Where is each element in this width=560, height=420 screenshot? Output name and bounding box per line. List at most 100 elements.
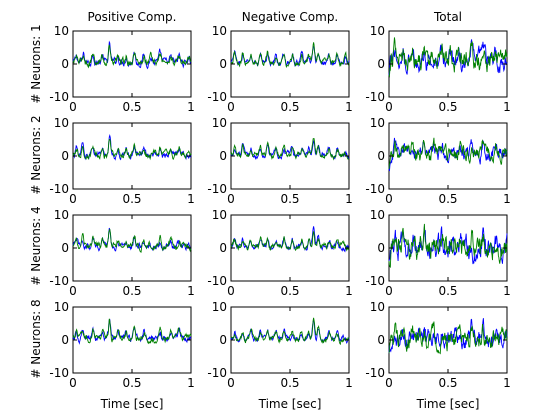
- series-line-green-r1-c1: [230, 138, 350, 161]
- x-tick-label-r3-c0-2: 1: [187, 376, 195, 390]
- x-tick-label-r1-c2-0: 0: [385, 192, 393, 206]
- x-tick-label-r0-c2-0: 0: [385, 100, 393, 114]
- x-tick-label-r2-c2-0: 0: [385, 284, 393, 298]
- y-tick-label-r3-c2-2: -10: [365, 366, 385, 380]
- x-tick-label-r2-c0-1: 0.5: [122, 284, 141, 298]
- y-tick-label-r3-c2-0: 10: [370, 300, 385, 314]
- x-tick-label-r1-c1-0: 0: [227, 192, 235, 206]
- y-tick-label-r3-c1-0: 10: [212, 300, 227, 314]
- panel-r1-c1: 100-100 0.5 1: [207, 116, 352, 206]
- row-label-2: # Neurons: 2: [29, 115, 43, 194]
- x-axis-label-total: Time [sec]: [416, 397, 480, 411]
- x-tick-label-r3-c2-2: 1: [503, 376, 511, 390]
- x-tick-label-r3-c0-1: 0.5: [122, 376, 141, 390]
- y-tick-label-r2-c0-2: -10: [49, 274, 69, 288]
- panel-r3-c2: 100-100 0.5 1: [365, 300, 510, 390]
- x-tick-label-r2-c2-2: 1: [503, 284, 511, 298]
- x-axis-label-negative: Time [sec]: [258, 397, 322, 411]
- x-tick-label-r2-c1-1: 0.5: [280, 284, 299, 298]
- series-line-green-r1-c0: [72, 138, 192, 161]
- column-title-total: Total: [433, 10, 462, 24]
- panel-r0-c0: 100-100 0.5 1: [49, 24, 194, 114]
- y-tick-label-r3-c0-1: 0: [61, 333, 69, 347]
- x-tick-label-r2-c2-1: 0.5: [438, 284, 457, 298]
- y-tick-label-r2-c0-0: 10: [54, 208, 69, 222]
- x-tick-label-r1-c0-2: 1: [187, 192, 195, 206]
- y-tick-label-r1-c1-1: 0: [219, 149, 227, 163]
- x-tick-label-r0-c1-0: 0: [227, 100, 235, 114]
- x-tick-label-r3-c2-1: 0.5: [438, 376, 457, 390]
- series-line-blue-r3-c2: [388, 318, 508, 354]
- series-line-blue-r1-c1: [230, 140, 350, 160]
- y-tick-label-r3-c0-0: 10: [54, 300, 69, 314]
- column-title-negative: Negative Comp.: [242, 10, 339, 24]
- x-tick-label-r1-c1-2: 1: [345, 192, 353, 206]
- x-tick-label-r1-c2-1: 0.5: [438, 192, 457, 206]
- y-tick-label-r1-c1-2: -10: [207, 182, 227, 196]
- y-tick-label-r1-c0-0: 10: [54, 116, 69, 130]
- panel-r3-c0: 100-100 0.5 1: [49, 300, 194, 390]
- row-label-8: # Neurons: 8: [29, 299, 43, 378]
- y-tick-label-r0-c2-0: 10: [370, 24, 385, 38]
- y-tick-label-r1-c2-0: 10: [370, 116, 385, 130]
- x-tick-label-r0-c0-0: 0: [69, 100, 77, 114]
- panel-r2-c1: 100-100 0.5 1: [207, 208, 352, 298]
- x-tick-label-r3-c1-0: 0: [227, 376, 235, 390]
- y-tick-label-r1-c1-0: 10: [212, 116, 227, 130]
- series-line-green-r0-c2: [388, 37, 508, 78]
- x-tick-label-r3-c2-0: 0: [385, 376, 393, 390]
- y-tick-label-r0-c1-2: -10: [207, 90, 227, 104]
- x-tick-label-r0-c2-1: 0.5: [438, 100, 457, 114]
- y-tick-label-r0-c0-2: -10: [49, 90, 69, 104]
- x-tick-label-r0-c1-1: 0.5: [280, 100, 299, 114]
- x-tick-label-r1-c0-1: 0.5: [122, 192, 141, 206]
- y-tick-label-r2-c0-1: 0: [61, 241, 69, 255]
- y-tick-label-r0-c1-0: 10: [212, 24, 227, 38]
- x-tick-label-r0-c2-2: 1: [503, 100, 511, 114]
- series-line-green-r0-c0: [72, 44, 192, 69]
- y-tick-label-r1-c0-2: -10: [49, 182, 69, 196]
- x-tick-label-r2-c0-2: 1: [187, 284, 195, 298]
- series-line-green-r1-c2: [388, 137, 508, 169]
- x-axis-label-positive: Time [sec]: [100, 397, 164, 411]
- panel-r2-c2: 100-100 0.5 1: [365, 208, 510, 298]
- y-tick-label-r2-c1-0: 10: [212, 208, 227, 222]
- panel-r3-c1: 100-100 0.5 1: [207, 300, 352, 390]
- y-tick-label-r2-c2-1: 0: [377, 241, 385, 255]
- x-tick-label-r2-c0-0: 0: [69, 284, 77, 298]
- series-line-green-r2-c0: [72, 228, 192, 253]
- y-tick-label-r0-c2-2: -10: [365, 90, 385, 104]
- x-tick-label-r0-c0-2: 1: [187, 100, 195, 114]
- series-line-green-r2-c2: [388, 223, 508, 269]
- x-tick-label-r1-c1-1: 0.5: [280, 192, 299, 206]
- x-tick-label-r1-c0-0: 0: [69, 192, 77, 206]
- y-tick-label-r1-c2-2: -10: [365, 182, 385, 196]
- x-tick-label-r0-c0-1: 0.5: [122, 100, 141, 114]
- panel-r0-c2: 100-100 0.5 1: [365, 24, 510, 114]
- panel-r2-c0: 100-100 0.5 1: [49, 208, 194, 298]
- series-line-green-r3-c0: [72, 318, 192, 345]
- series-line-green-r3-c2: [388, 321, 508, 355]
- row-label-1: # Neurons: 1: [29, 24, 43, 103]
- x-tick-label-r2-c1-0: 0: [227, 284, 235, 298]
- series-line-blue-r1-c2: [388, 137, 508, 172]
- y-tick-label-r3-c1-1: 0: [219, 333, 227, 347]
- y-tick-label-r3-c2-1: 0: [377, 333, 385, 347]
- column-title-positive: Positive Comp.: [88, 10, 177, 24]
- x-tick-label-r1-c2-2: 1: [503, 192, 511, 206]
- x-tick-label-r3-c0-0: 0: [69, 376, 77, 390]
- panel-r0-c1: 100-100 0.5 1: [207, 24, 352, 114]
- y-tick-label-r2-c1-1: 0: [219, 241, 227, 255]
- series-line-green-r3-c1: [230, 317, 350, 346]
- x-tick-label-r3-c1-2: 1: [345, 376, 353, 390]
- y-tick-label-r2-c1-2: -10: [207, 274, 227, 288]
- panel-r1-c0: 100-100 0.5 1: [49, 116, 194, 206]
- panel-r1-c2: 100-100 0.5 1: [365, 116, 510, 206]
- y-tick-label-r2-c2-0: 10: [370, 208, 385, 222]
- y-tick-label-r2-c2-2: -10: [365, 274, 385, 288]
- row-label-4: # Neurons: 4: [29, 206, 43, 285]
- y-tick-label-r1-c0-1: 0: [61, 149, 69, 163]
- y-tick-label-r3-c1-2: -10: [207, 366, 227, 380]
- x-tick-label-r2-c1-2: 1: [345, 284, 353, 298]
